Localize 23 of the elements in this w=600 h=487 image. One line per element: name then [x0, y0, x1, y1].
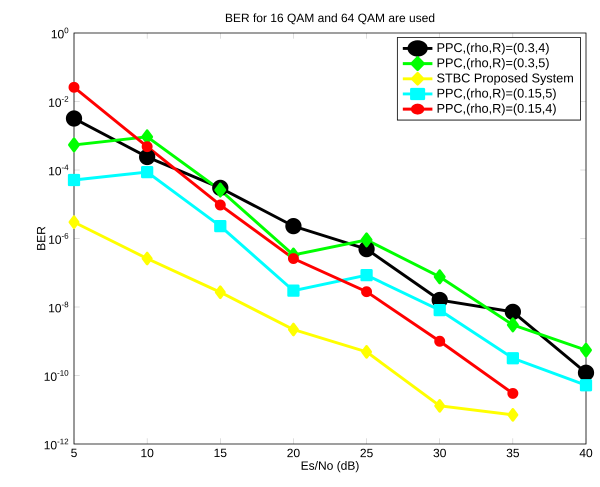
legend-label: PPC,(rho,R)=(0.15,4) [438, 104, 556, 116]
y-axis-title: BER [36, 226, 46, 250]
x-tick-label: 5 [71, 448, 77, 458]
legend-label: PPC,(rho,R)=(0.15,5) [438, 88, 556, 100]
chart-title: BER for 16 QAM and 64 QAM are used [226, 13, 434, 24]
y-tick-label: 10$^{0}$ [52, 28, 68, 38]
y-tick-label: 10$^{-6}$ [49, 233, 68, 244]
y-tick-label: 10$^{-2}$ [49, 96, 68, 107]
x-tick-label: 20 [287, 448, 300, 458]
legend-label: PPC,(rho,R)=(0.3,4) [438, 42, 549, 55]
x-tick-label: 10 [141, 448, 154, 458]
x-tick-label: 40 [580, 448, 592, 458]
x-tick-label: 35 [506, 448, 520, 458]
x-tick-label: 15 [214, 448, 226, 458]
legend-label: PPC,(rho,R)=(0.3,5) [438, 58, 549, 70]
y-tick-label: 10$^{-8}$ [49, 302, 68, 312]
x-tick-label: 25 [360, 448, 373, 458]
x-axis-title: Es/No (dB) [302, 461, 359, 472]
y-tick-label: 10$^{-4}$ [49, 164, 68, 176]
legend-label: STBC Proposed System [437, 73, 573, 86]
y-tick-label: 10$^{-10}$ [44, 370, 68, 381]
y-tick-label: 10$^{-12}$ [44, 438, 68, 450]
x-tick-label: 30 [434, 448, 446, 458]
